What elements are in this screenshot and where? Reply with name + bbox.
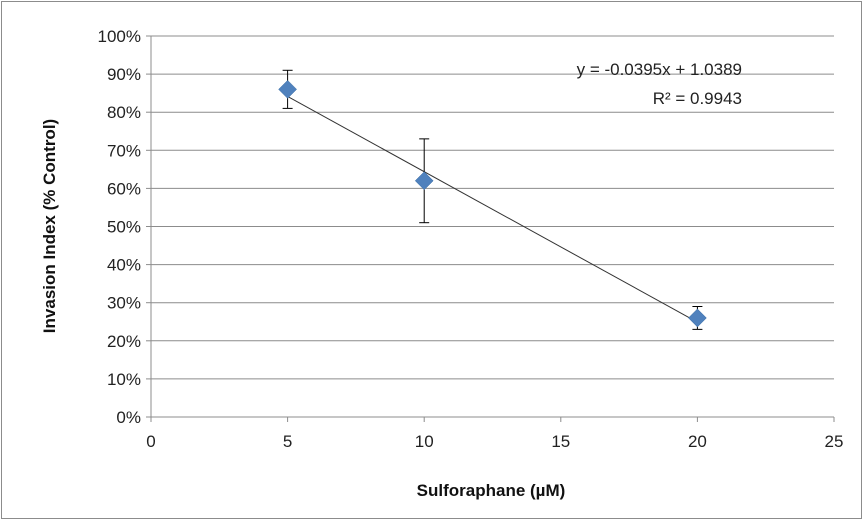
x-tick-label-5: 25: [825, 432, 844, 451]
y-tick-label-5: 50%: [107, 218, 141, 237]
y-tick-label-9: 90%: [107, 65, 141, 84]
y-tick-label-2: 20%: [107, 332, 141, 351]
y-axis-title: Invasion Index (% Control): [40, 119, 59, 333]
gridlines: [146, 35, 834, 418]
data-point-0: [278, 79, 297, 99]
x-tick-labels: 0 5 10 15 20 25: [146, 432, 843, 451]
y-tick-label-8: 80%: [107, 103, 141, 122]
x-tick-label-0: 0: [146, 432, 155, 451]
x-axis-title: Sulforaphane (µM): [417, 481, 566, 500]
x-tick-label-3: 15: [551, 432, 570, 451]
trendline-equation: y = -0.0395x + 1.0389: [577, 60, 742, 79]
y-tick-label-6: 60%: [107, 179, 141, 198]
r-squared-label: R² = 0.9943: [653, 89, 742, 108]
x-tick-label-1: 5: [283, 432, 292, 451]
y-tick-label-10: 100%: [98, 27, 141, 46]
axes: [150, 36, 835, 422]
y-tick-label-0: 0%: [116, 408, 141, 427]
y-tick-label-7: 70%: [107, 141, 141, 160]
data-point-2: [688, 308, 707, 328]
data-points: [278, 79, 707, 328]
trendline: [287, 95, 698, 323]
y-tick-label-4: 40%: [107, 256, 141, 275]
x-tick-label-4: 20: [688, 432, 707, 451]
y-tick-label-3: 30%: [107, 294, 141, 313]
y-tick-label-1: 10%: [107, 370, 141, 389]
x-tick-label-2: 10: [415, 432, 434, 451]
y-tick-labels: 0% 10% 20% 30% 40% 50% 60% 70% 80% 90% 100%: [98, 27, 141, 427]
data-point-1: [414, 171, 434, 191]
